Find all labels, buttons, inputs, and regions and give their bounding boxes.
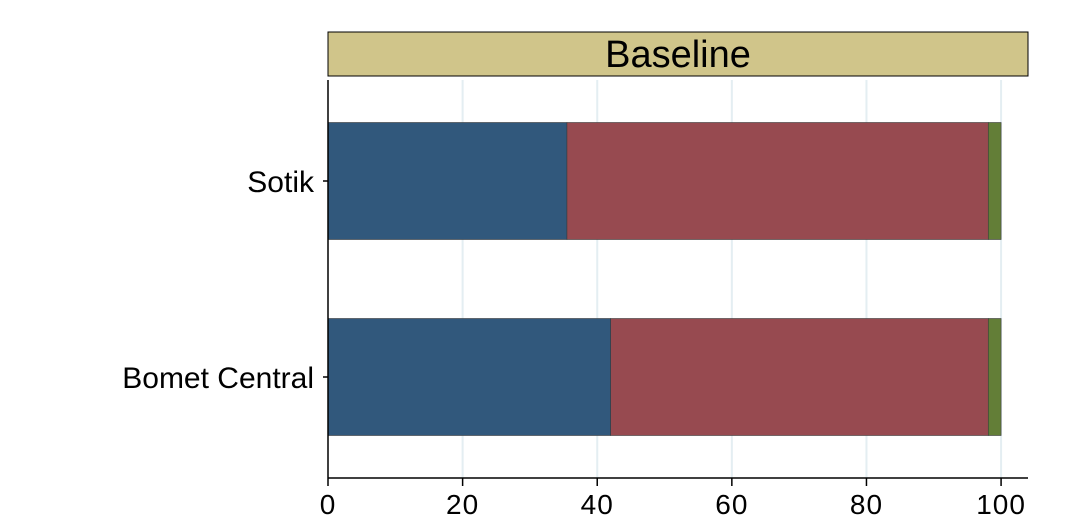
x-tick-label-20: 20 [446,489,479,520]
category-label-bomet-central: Bomet Central [122,362,314,395]
bars [327,122,1002,436]
x-tick-label-0: 0 [320,489,337,520]
bar-bomet-central-segment-2 [610,318,989,436]
bar-sotik-segment-1 [327,122,568,240]
bar-bomet-central-segment-3 [987,318,1002,436]
bar-sotik-segment-3 [987,122,1002,240]
x-tick-label-80: 80 [850,489,883,520]
panel-title-band [327,31,1029,77]
category-label-sotik: Sotik [247,166,315,199]
bar-sotik-segment-2 [566,122,989,240]
x-tick-label-40: 40 [581,489,614,520]
axes [323,80,1028,479]
panel-title: Baseline [605,34,751,76]
x-tick-label-100: 100 [976,489,1026,520]
x-axis-ticks: 0 20 40 60 80 100 [320,478,1026,520]
category-labels: Sotik Bomet Central [122,166,315,395]
x-tick-label-60: 60 [715,489,748,520]
bar-bomet-central-segment-1 [327,318,611,436]
